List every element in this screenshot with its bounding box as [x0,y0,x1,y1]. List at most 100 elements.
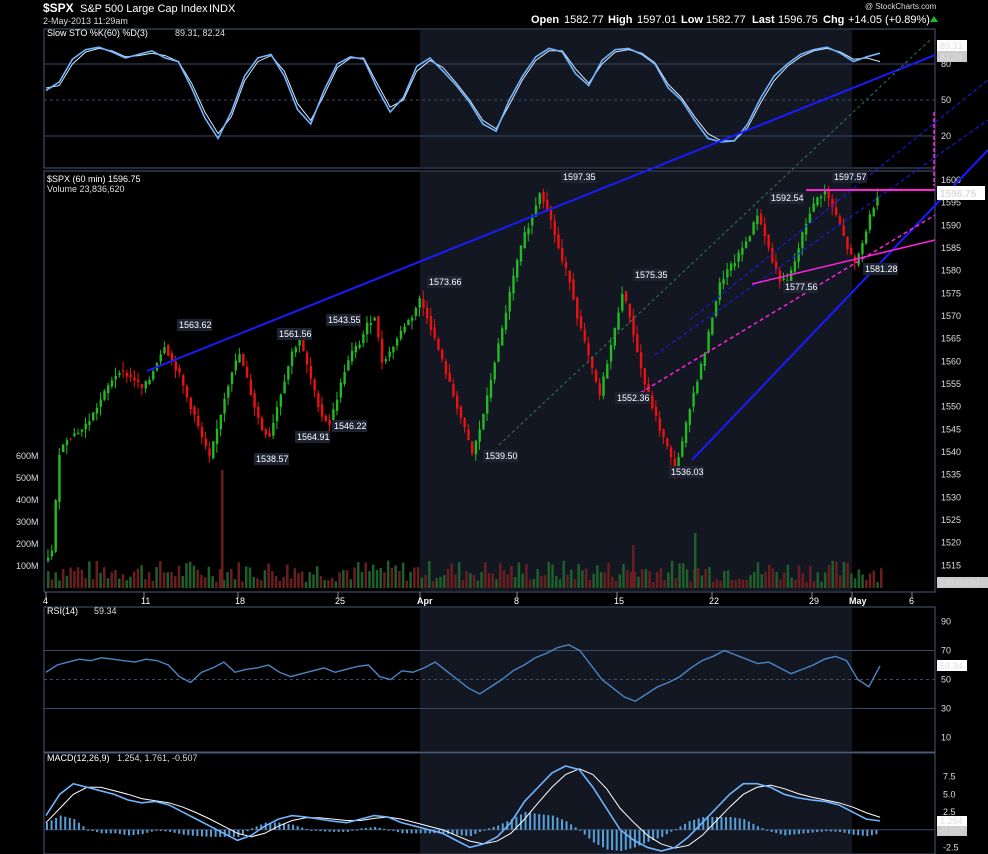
annotation-box [769,192,804,204]
price-annotation: 1592.54 [771,193,804,203]
volume-bar [383,572,386,588]
candle-body [681,441,684,457]
candle-body [140,384,144,389]
macd-histogram-bar [861,829,864,836]
volume-tick-label: 500M [16,473,39,483]
candle-body [47,557,50,561]
last-value: 1596.75 [778,14,818,26]
candle-body [531,215,534,226]
volume-bar [648,571,651,588]
macd-histogram-bar [205,829,208,837]
x-tick-label: 22 [709,596,719,606]
macd-histogram-bar [556,817,559,830]
candle-body [204,438,207,447]
volume-bar [162,572,166,588]
volume-bar [181,576,184,588]
candle-body [516,260,519,278]
price-tick-label: 1585 [941,243,961,253]
annotation-box [669,466,704,478]
volume-bar [289,578,293,588]
price-legend: $SPX (60 min) 1596.75 Volume 23,836,620 [47,174,141,194]
rsi-legend: RSI(14) 59.34 [47,606,117,616]
volume-bar [315,566,319,588]
volume-tick-label: 100M [16,561,39,571]
price-tick-label: 1555 [941,379,961,389]
volume-bar [439,576,442,588]
candle-body [197,415,200,426]
volume-bar [308,572,311,588]
candle-body [662,429,665,438]
volume-bar [450,563,453,588]
volume-bar [670,560,674,588]
macd-tick-label: 7.5 [943,772,956,782]
candle-body [846,236,849,250]
volume-bar [319,576,323,588]
macd-hist-tag-label: -0.507 [939,826,965,836]
candle-body [861,243,864,255]
volume-bar [551,564,554,588]
macd-histogram-bar [351,829,354,831]
candle-body [658,418,662,431]
macd-histogram-bar [114,829,117,834]
volume-bar [663,580,666,588]
volume-bar [484,562,487,588]
price-tick-label: 1580 [941,266,961,276]
candle-body [332,409,335,424]
price-annotation: 1577.56 [785,282,818,292]
volume-bar [140,565,143,588]
candle-body [471,441,474,454]
candle-body [609,345,613,362]
candle-body [65,440,69,446]
sto-d-line [45,47,881,142]
macd-histogram-bar [538,814,541,830]
volume-bar [76,567,80,588]
volume-bar [222,580,226,588]
volume-bar [558,579,562,588]
x-tick-label: 15 [614,596,624,606]
volume-bar [95,560,99,588]
macd-histogram-bar [820,829,823,832]
macd-histogram-bar [328,829,331,832]
macd-histogram-bar [292,824,295,830]
candle-body [444,361,448,375]
price-tick-label: 1530 [941,492,961,502]
candle-body [159,354,162,362]
volume-bar [200,574,203,588]
macd-histogram-bar [150,829,153,832]
candle-body [118,373,121,375]
price-annotation: 1538.57 [256,454,289,464]
macd-histogram-bar [574,827,577,830]
macd-histogram-bar [68,817,71,830]
volume-bar [771,568,775,588]
price-tick-label: 1595 [941,198,961,208]
price-tick-label: 1545 [941,424,961,434]
volume-bar [625,570,629,588]
annotation-box [615,392,650,404]
candle-body [309,365,313,379]
macd-histogram-bar [210,829,213,837]
candle-body [519,245,523,262]
macd-histogram-bar [565,821,568,830]
price-tick-label: 1525 [941,515,961,525]
x-tick-label: 18 [235,596,245,606]
volume-bar [775,571,778,588]
candle-body [819,196,823,199]
candle-body [759,214,763,225]
macd-histogram-bar [155,829,158,831]
volume-bar [461,580,465,588]
candle-body [666,438,669,446]
candle-body [527,228,530,235]
macd-histogram-bar [697,818,700,830]
last-price-tag-label: 1596.75 [940,189,977,200]
volume-bar [786,564,790,588]
volume-bar [696,568,700,588]
candle-body [437,338,440,350]
sto-k-tag-label: 89.31 [940,41,963,51]
macd-histogram-bar [524,812,527,830]
volume-spike-bar [694,533,697,588]
candle-body [50,550,54,557]
volume-bar [823,572,827,588]
rsi-tick-label: 50 [941,675,951,685]
macd-histogram-bar [866,829,869,837]
